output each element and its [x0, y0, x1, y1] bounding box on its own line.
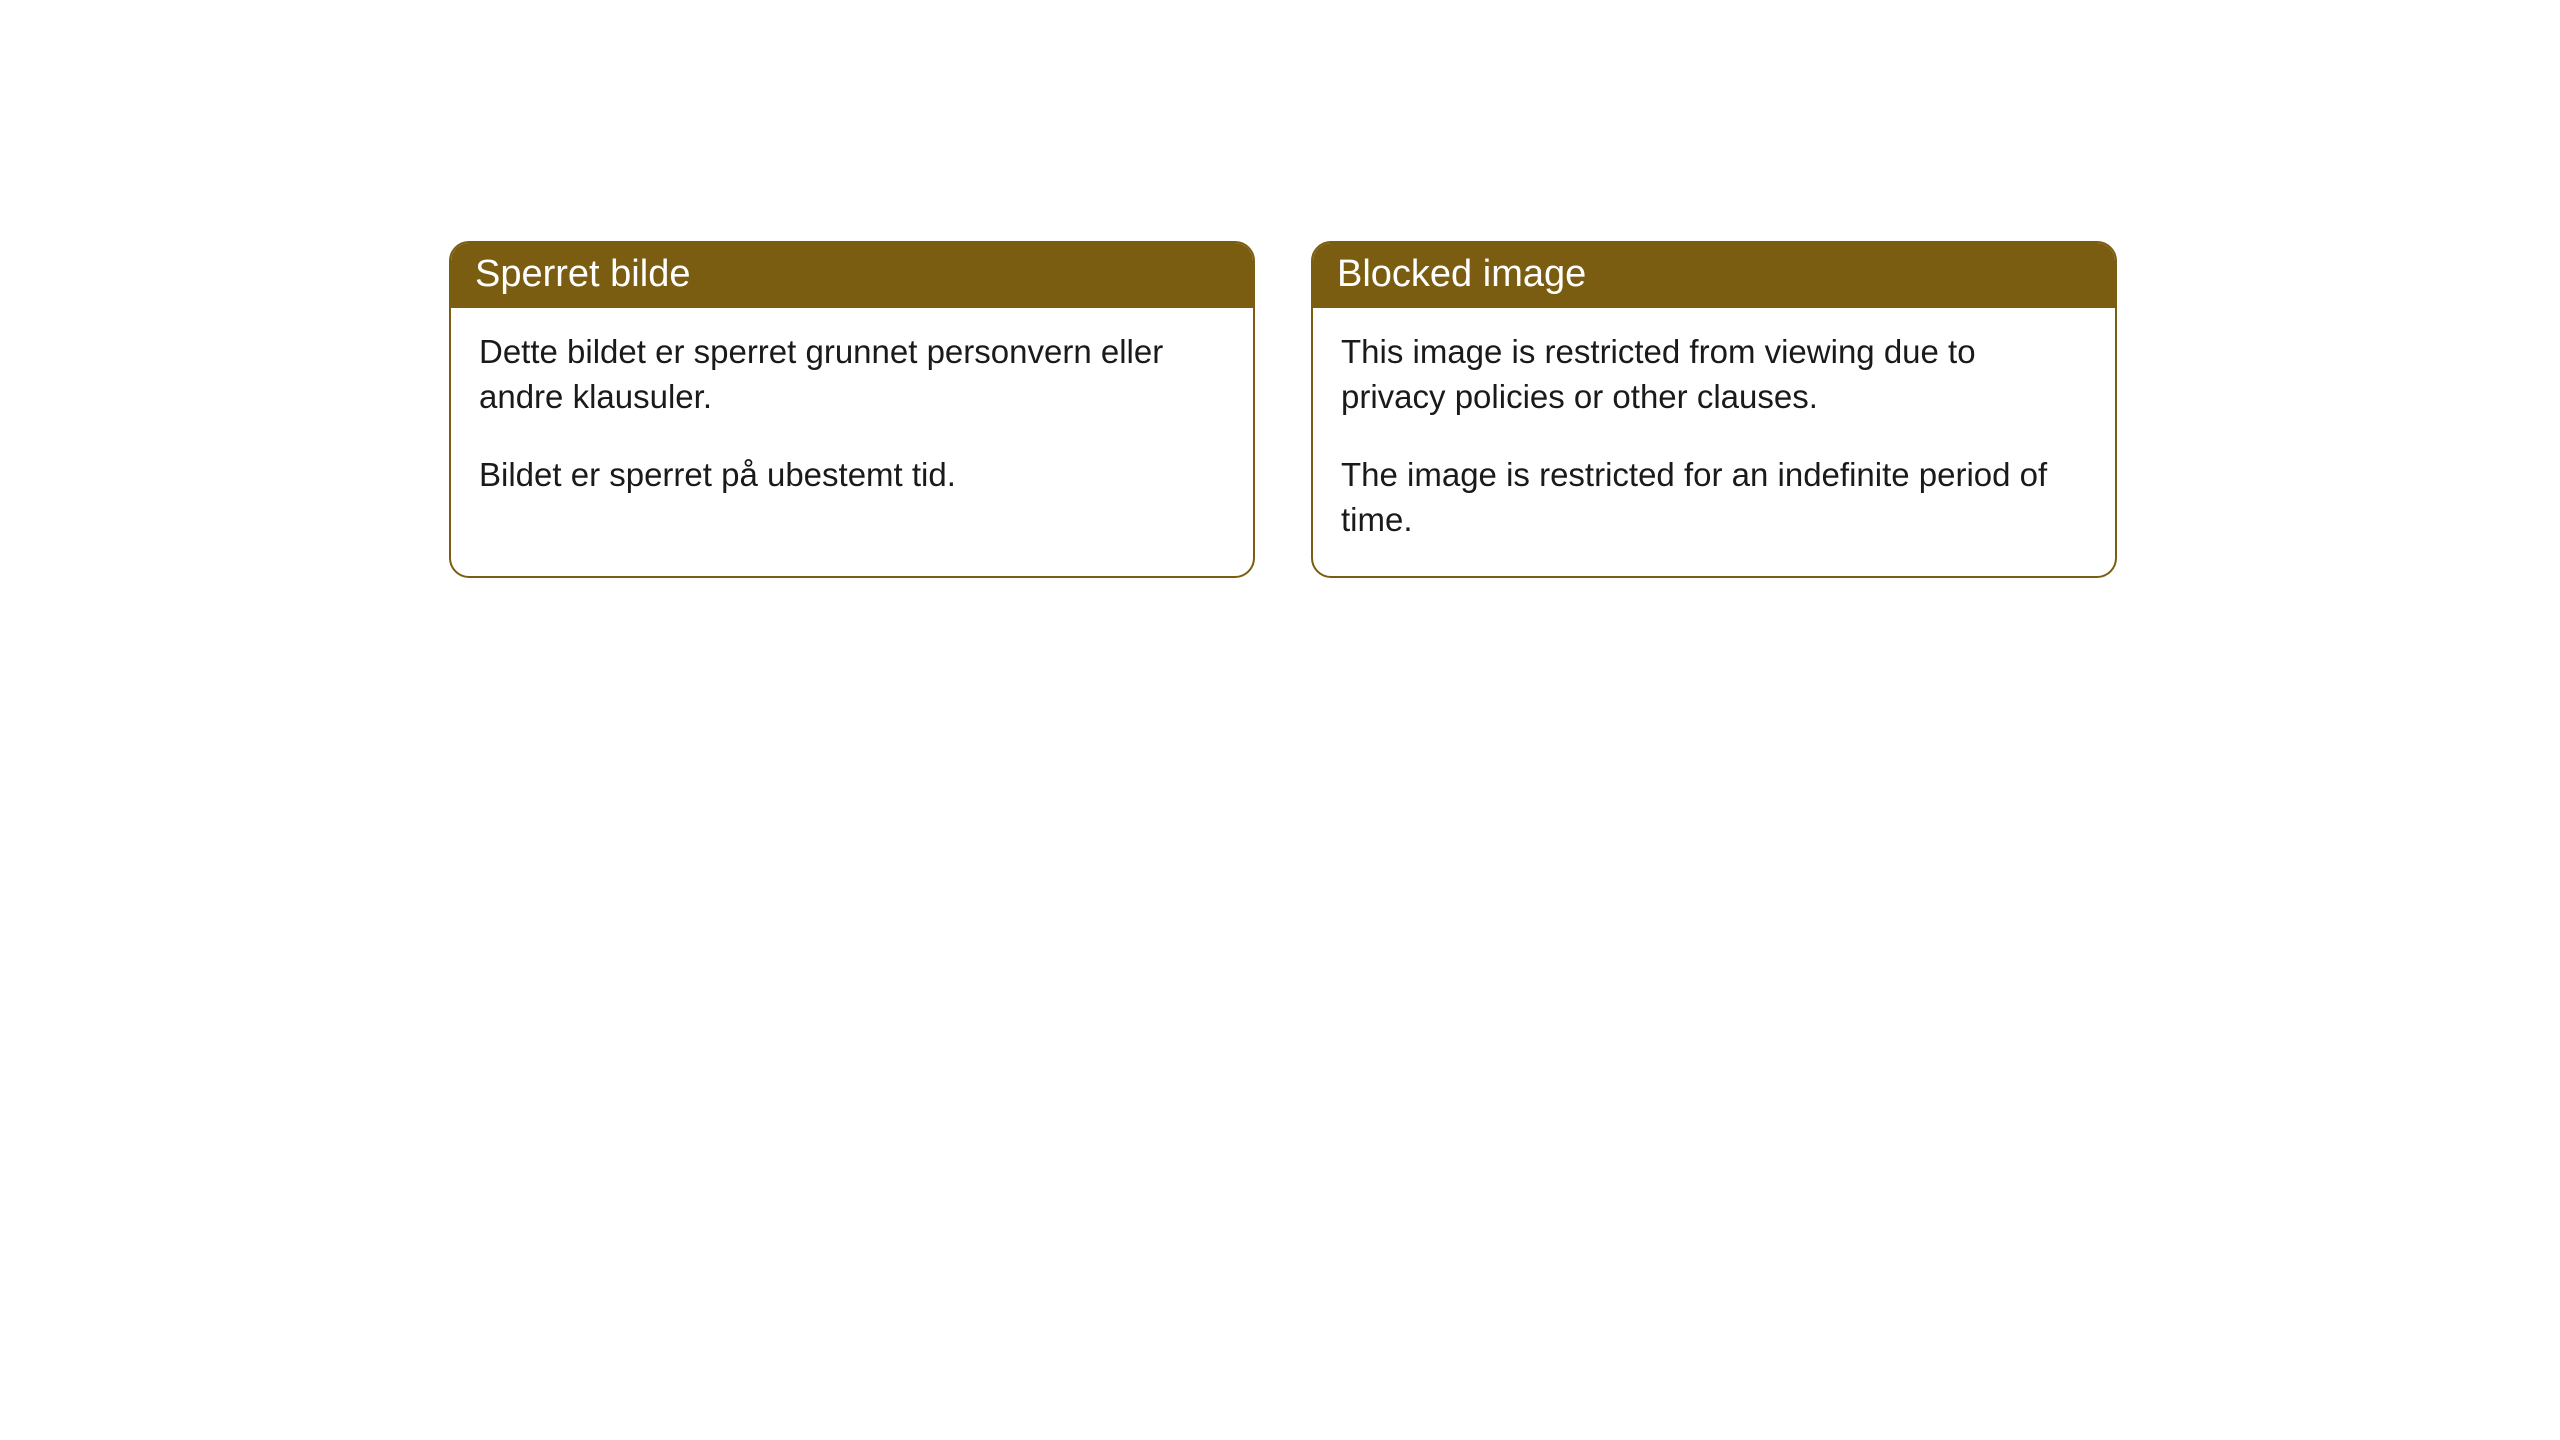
card-header: Sperret bilde	[451, 243, 1253, 308]
blocked-image-card-english: Blocked image This image is restricted f…	[1311, 241, 2117, 578]
card-title: Sperret bilde	[475, 253, 690, 295]
card-paragraph: The image is restricted for an indefinit…	[1341, 453, 2087, 542]
notice-cards-container: Sperret bilde Dette bildet er sperret gr…	[449, 241, 2117, 578]
card-paragraph: Dette bildet er sperret grunnet personve…	[479, 330, 1225, 419]
card-title: Blocked image	[1337, 253, 1586, 295]
card-body: This image is restricted from viewing du…	[1313, 308, 2115, 576]
card-paragraph: This image is restricted from viewing du…	[1341, 330, 2087, 419]
card-body: Dette bildet er sperret grunnet personve…	[451, 308, 1253, 532]
blocked-image-card-norwegian: Sperret bilde Dette bildet er sperret gr…	[449, 241, 1255, 578]
card-header: Blocked image	[1313, 243, 2115, 308]
card-paragraph: Bildet er sperret på ubestemt tid.	[479, 453, 1225, 498]
